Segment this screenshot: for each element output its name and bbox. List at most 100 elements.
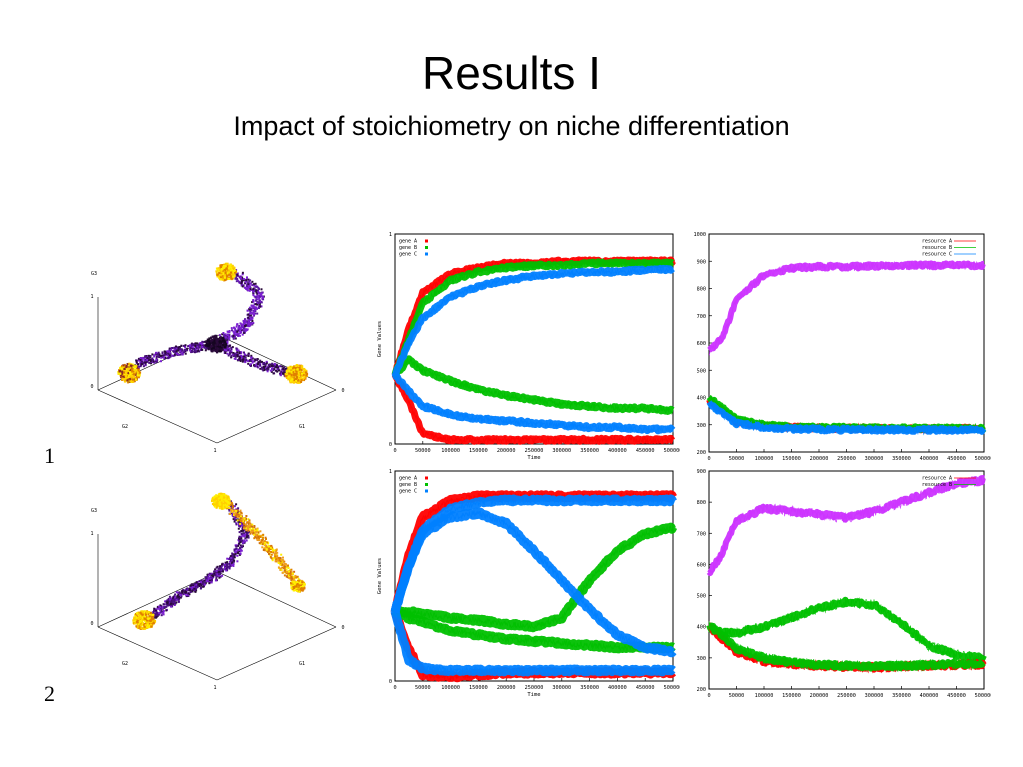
series-gene-B xyxy=(391,606,677,654)
simplex-plot-2: G3 1 0 0 1 G2 G1 xyxy=(90,492,345,691)
series-gene-A xyxy=(391,372,676,445)
cluster-branch-top xyxy=(207,500,251,582)
axis-label-g2: G2 xyxy=(122,424,128,430)
left-front-axis xyxy=(97,626,218,681)
x-tick-label: 400000 xyxy=(920,693,939,699)
cluster-branch-left xyxy=(132,338,221,369)
x-tick-label: 400000 xyxy=(608,685,627,691)
x-tick-label: 250000 xyxy=(525,685,544,691)
x-tick-label: 150000 xyxy=(782,456,801,462)
gene-values-chart-2: 0 50000 100000 150000 200000 250000 300000 3500… xyxy=(377,469,680,698)
x-tick-label: 450000 xyxy=(947,456,966,462)
x-tick-label: 350000 xyxy=(580,448,599,454)
series-noise xyxy=(708,260,985,356)
cluster-branch-left xyxy=(147,573,215,622)
series-noise xyxy=(394,495,674,612)
x-tick-label: 200000 xyxy=(810,456,829,462)
series-gene-C xyxy=(391,372,676,435)
series-noise xyxy=(394,266,674,377)
legend-marker xyxy=(425,239,428,243)
right-back-axis xyxy=(217,571,337,628)
y-tick-label: 1 xyxy=(389,469,392,475)
y-tick-label: 1 xyxy=(389,232,392,238)
cluster-vertex-left xyxy=(117,362,142,384)
tick-label-origin: 0 xyxy=(90,621,93,627)
x-tick-label: 250000 xyxy=(837,456,856,462)
x-tick-label: 450000 xyxy=(636,448,655,454)
series-noise xyxy=(394,524,674,631)
y-tick-label: 400 xyxy=(697,625,706,631)
cluster-vertex-right xyxy=(284,364,309,384)
legend-label: resource A xyxy=(922,476,952,482)
cluster-vertex-right xyxy=(290,579,306,593)
tick-label-right: 0 xyxy=(341,388,344,394)
series-noise xyxy=(394,259,674,375)
legend-label: gene A xyxy=(399,239,417,245)
tick-label-bottom: 1 xyxy=(213,448,216,454)
x-tick-label: 50000 xyxy=(415,685,431,691)
series-noise xyxy=(394,611,674,676)
x-axis-label: Time xyxy=(527,692,540,698)
cluster-center xyxy=(205,334,228,354)
series-magenta xyxy=(707,260,986,356)
y-tick-label: 0 xyxy=(389,679,392,685)
legend-marker xyxy=(425,252,428,256)
left-front-axis xyxy=(97,389,218,444)
x-tick-label: 200000 xyxy=(497,685,516,691)
x-tick-label: 150000 xyxy=(469,685,488,691)
tick-label-bottom: 1 xyxy=(213,685,216,691)
cluster-vertex-top xyxy=(215,262,238,282)
back-axis xyxy=(97,571,219,628)
x-tick-label: 150000 xyxy=(469,448,488,454)
series-gene-C xyxy=(390,507,677,658)
x-tick-label: 50000 xyxy=(729,456,745,462)
legend-label: gene C xyxy=(399,489,417,495)
x-tick-label: 100000 xyxy=(441,448,460,454)
series-gene-B xyxy=(391,522,678,633)
right-back-axis xyxy=(217,334,337,391)
x-tick-label: 50000 xyxy=(415,448,431,454)
y-axis-label: Gene Values xyxy=(377,558,383,594)
series-noise xyxy=(394,357,674,415)
series-resource-B xyxy=(707,621,986,673)
x-tick-label: 250000 xyxy=(837,693,856,699)
series-noise xyxy=(708,621,985,673)
axis-label-g1: G1 xyxy=(299,661,305,667)
series-noise xyxy=(708,475,985,575)
x-tick-label: 300000 xyxy=(552,448,571,454)
legend-label: resource C xyxy=(922,252,952,258)
tick-label-origin: 0 xyxy=(90,384,93,390)
tick-label-top: 1 xyxy=(90,294,93,300)
x-tick-label: 300000 xyxy=(552,685,571,691)
x-tick-label: 50000 xyxy=(729,693,745,699)
x-tick-label: 150000 xyxy=(782,693,801,699)
series-noise xyxy=(708,401,985,436)
legend-label: resource A xyxy=(922,239,952,245)
x-tick-label: 350000 xyxy=(892,693,911,699)
legend-marker xyxy=(425,483,428,486)
cluster-vertex-top xyxy=(211,492,231,510)
x-tick-label: 0 xyxy=(707,693,710,699)
x-tick-label: 350000 xyxy=(580,685,599,691)
resource-chart-2: 0 50000 100000 150000 200000 250000 300000 3500… xyxy=(697,469,991,699)
x-tick-label: 300000 xyxy=(865,693,884,699)
x-tick-label: 100000 xyxy=(441,685,460,691)
series-noise xyxy=(394,372,674,445)
series-gene-C xyxy=(391,264,676,377)
y-tick-label: 800 xyxy=(697,287,706,293)
series-gene-B xyxy=(391,258,676,376)
x-tick-label: 450000 xyxy=(636,685,655,691)
x-tick-label: 450000 xyxy=(947,693,966,699)
y-tick-label: 900 xyxy=(697,469,706,475)
legend-label: resource B xyxy=(922,245,952,251)
x-tick-label: 350000 xyxy=(892,456,911,462)
y-tick-label: 700 xyxy=(697,531,706,537)
series-band xyxy=(392,355,676,415)
series-resource-C xyxy=(706,400,987,436)
slide-title: Results I xyxy=(422,47,601,99)
series-gene-C xyxy=(390,609,677,677)
right-front-axis xyxy=(216,626,337,681)
